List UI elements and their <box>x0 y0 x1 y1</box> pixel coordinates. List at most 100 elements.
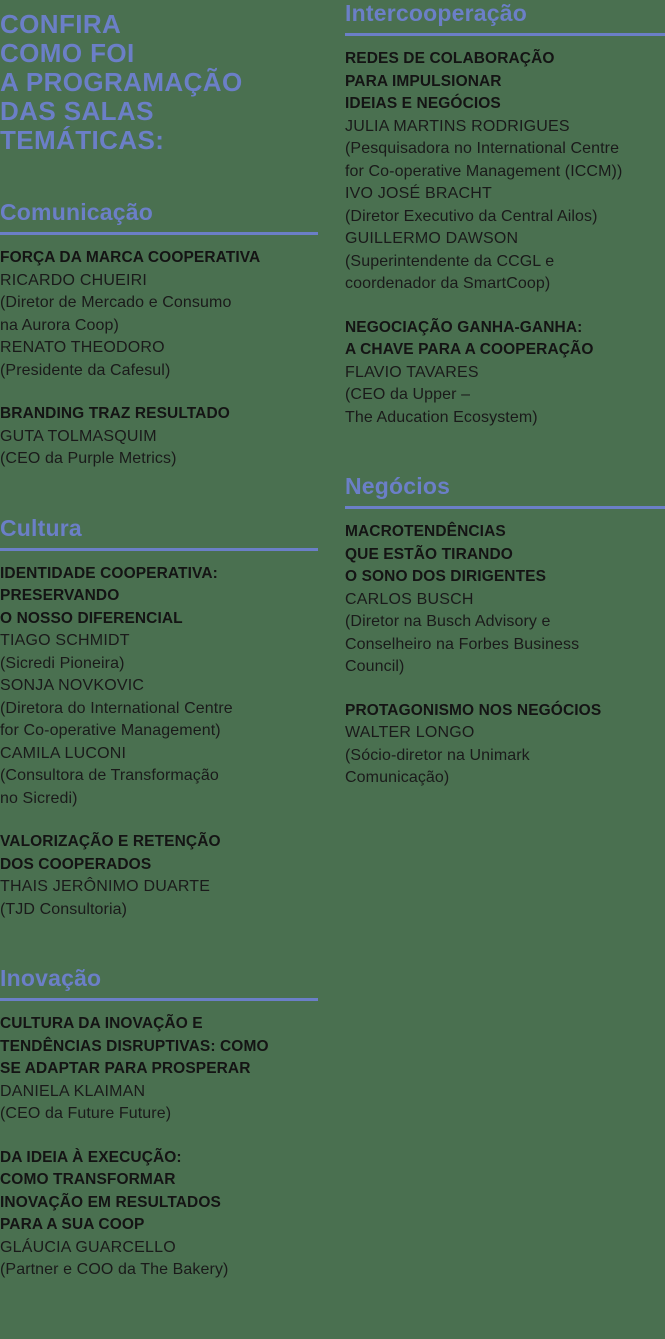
speaker-role-line: (TJD Consultoria) <box>0 900 128 918</box>
speaker-role: (Superintendente da CCGL e coordenador da… <box>345 251 665 296</box>
intro-line: TEMÁTICAS: <box>0 125 165 155</box>
talk-title-line: O SONO DOS DIRIGENTES <box>345 568 547 585</box>
right-column: Intercooperação REDES DE COLABORAÇÃO PARA … <box>345 0 665 790</box>
speaker: CARLOS BUSCH (Diretor na Busch Advisory e… <box>345 589 665 679</box>
speaker: GUILLERMO DAWSON (Superintendente da CCGL… <box>345 228 665 296</box>
section: Intercooperação REDES DE COLABORAÇÃO PARA … <box>345 0 665 429</box>
speaker-role: (Diretor na Busch Advisory e Conselheiro … <box>345 611 665 679</box>
talk-title: NEGOCIAÇÃO GANHA-GANHA: A CHAVE PARA A CO… <box>345 317 665 362</box>
speaker-role-line: (CEO da Future Future) <box>0 1105 172 1122</box>
section-title: Intercooperação <box>345 0 527 26</box>
talk-title-line: A CHAVE PARA A COOPERAÇÃO <box>345 341 594 358</box>
speaker-name: RICARDO CHUEIRI <box>0 271 148 289</box>
speaker-role-line: (Diretor na Busch Advisory e <box>345 613 551 630</box>
talk-title-line: DOS COOPERADOS <box>0 855 152 873</box>
talk-title: FORÇA DA MARCA COOPERATIVA <box>0 247 320 270</box>
speaker-role: (CEO da Future Future) <box>0 1103 320 1126</box>
speaker: DANIELA KLAIMAN (CEO da Future Future) <box>0 1081 320 1126</box>
speaker-role: (Diretor Executivo da Central Ailos) <box>345 206 665 229</box>
talk-title-line: CULTURA DA INOVAÇÃO E <box>0 1015 203 1032</box>
talk-title-line: TENDÊNCIAS DISRUPTIVAS: COMO <box>0 1037 269 1055</box>
speaker: RENATO THEODORO (Presidente da Cafesul) <box>0 337 320 382</box>
speaker-role-line: The Aducation Ecosystem) <box>345 408 538 426</box>
speaker-name: DANIELA KLAIMAN <box>0 1082 146 1100</box>
speaker-role-line: Council) <box>345 658 405 675</box>
speaker-name: CARLOS BUSCH <box>345 590 474 608</box>
speaker-role-line: for Co-operative Management (ICCM)) <box>345 162 623 180</box>
section: Cultura IDENTIDADE COOPERATIVA: PRESERVAND… <box>0 515 320 922</box>
talk-title-line: QUE ESTÃO TIRANDO <box>345 545 513 563</box>
speaker-role-line: Comunicação) <box>345 769 450 786</box>
speaker: GLÁUCIA GUARCELLO (Partner e COO da The B… <box>0 1237 320 1282</box>
speaker-role-line: (CEO da Purple Metrics) <box>0 450 177 467</box>
speaker-role-line: no Sicredi) <box>0 789 78 807</box>
speaker-name: WALTER LONGO <box>345 724 475 741</box>
speaker-role-line: for Co-operative Management) <box>0 722 221 739</box>
talk-title-line: DA IDEIA À EXECUÇÃO: <box>0 1148 182 1166</box>
speaker-role-line: (Diretor Executivo da Central Ailos) <box>345 207 598 225</box>
talk-block: FORÇA DA MARCA COOPERATIVA RICARDO CHUEIR… <box>0 247 320 382</box>
speaker-role-line: (Presidente da Cafesul) <box>0 361 171 379</box>
talk-title-line: MACROTENDÊNCIAS <box>345 523 506 540</box>
speaker-name: FLAVIO TAVARES <box>345 363 479 381</box>
talk-title: BRANDING TRAZ RESULTADO <box>0 403 320 426</box>
talk-title-line: REDES DE COLABORAÇÃO <box>345 50 555 67</box>
talk-block: IDENTIDADE COOPERATIVA: PRESERVANDO O NOSS… <box>0 563 320 811</box>
talk-title-line: PROTAGONISMO NOS NEGÓCIOS <box>345 701 602 719</box>
speaker-role: (Consultora de Transformação no Sicredi) <box>0 765 320 810</box>
talk-block: DA IDEIA À EXECUÇÃO: COMO TRANSFORMAR INOV… <box>0 1147 320 1282</box>
talk-title: REDES DE COLABORAÇÃO PARA IMPULSIONAR IDEI… <box>345 48 665 116</box>
talk-title: MACROTENDÊNCIAS QUE ESTÃO TIRANDO O SONO D… <box>345 521 665 589</box>
right-sections: Intercooperação REDES DE COLABORAÇÃO PARA … <box>345 0 665 790</box>
speaker-role: (Pesquisadora no International Centre for… <box>345 138 665 183</box>
talk-title-line: FORÇA DA MARCA COOPERATIVA <box>0 249 261 266</box>
section-divider <box>0 232 318 235</box>
talk-title-line: PARA A SUA COOP <box>0 1216 145 1233</box>
speaker-role: (CEO da Purple Metrics) <box>0 448 320 471</box>
section: Inovação CULTURA DA INOVAÇÃO E TENDÊNCIAS … <box>0 965 320 1282</box>
section-divider <box>0 998 318 1001</box>
section-spacer <box>345 429 665 473</box>
talk-title-line: PRESERVANDO <box>0 587 120 604</box>
speaker-role-line: Conselheiro na Forbes Business <box>345 635 580 653</box>
speaker: THAIS JERÔNIMO DUARTE (TJD Consultoria) <box>0 876 320 921</box>
speaker-role: (CEO da Upper – The Aducation Ecosystem) <box>345 384 665 429</box>
speaker: CAMILA LUCONI (Consultora de Transformaçã… <box>0 743 320 811</box>
talk-title-line: BRANDING TRAZ RESULTADO <box>0 405 230 422</box>
speaker: FLAVIO TAVARES (CEO da Upper – The Aducati… <box>345 362 665 430</box>
talk-block: NEGOCIAÇÃO GANHA-GANHA: A CHAVE PARA A CO… <box>345 317 665 430</box>
section-title: Negócios <box>345 473 451 499</box>
speaker-name: JULIA MARTINS RODRIGUES <box>345 117 570 135</box>
speaker-role: (Partner e COO da The Bakery) <box>0 1259 320 1282</box>
section: Comunicação FORÇA DA MARCA COOPERATIVA RIC… <box>0 199 320 471</box>
talk-title-line: IDENTIDADE COOPERATIVA: <box>0 564 218 582</box>
speaker: RICARDO CHUEIRI (Diretor de Mercado e Con… <box>0 270 320 338</box>
speaker: IVO JOSÉ BRACHT (Diretor Executivo da Cen… <box>345 183 665 228</box>
talk-title: CULTURA DA INOVAÇÃO E TENDÊNCIAS DISRUPTI… <box>0 1013 320 1081</box>
speaker: GUTA TOLMASQUIM (CEO da Purple Metrics) <box>0 426 320 471</box>
section-divider <box>0 547 318 551</box>
speaker-role-line: (Pesquisadora no International Centre <box>345 140 620 157</box>
talk-title-line: NEGOCIAÇÃO GANHA-GANHA: <box>345 318 583 336</box>
speaker: JULIA MARTINS RODRIGUES (Pesquisadora no … <box>345 116 665 184</box>
talk-block: MACROTENDÊNCIAS QUE ESTÃO TIRANDO O SONO D… <box>345 521 665 679</box>
speaker-role: (Sócio-diretor na Unimark Comunicação) <box>345 745 665 790</box>
speaker-role-line: na Aurora Coop) <box>0 316 119 334</box>
section-spacer <box>0 921 320 965</box>
speaker-role-line: (Consultora de Transformação <box>0 767 219 784</box>
speaker-role: (Diretor de Mercado e Consumo na Aurora C… <box>0 292 320 337</box>
section-spacer <box>0 471 320 515</box>
talk-block: BRANDING TRAZ RESULTADO GUTA TOLMASQUIM (C… <box>0 403 320 471</box>
talk-title-line: SE ADAPTAR PARA PROSPERAR <box>0 1060 251 1077</box>
speaker-name: TIAGO SCHMIDT <box>0 632 130 649</box>
section-title: Comunicação <box>0 199 154 225</box>
speaker-role-line: (Diretora do International Centre <box>0 699 233 717</box>
intro-line: DAS SALAS <box>0 96 154 126</box>
left-column: CONFIRA COMO FOI A PROGRAMAÇÃO DAS SALAS TEM… <box>0 0 320 1282</box>
intro-line: A PROGRAMAÇÃO <box>0 67 243 97</box>
left-sections: Comunicação FORÇA DA MARCA COOPERATIVA RIC… <box>0 199 320 1282</box>
speaker-name: GUTA TOLMASQUIM <box>0 427 157 445</box>
speaker: SONJA NOVKOVIC (Diretora do International… <box>0 675 320 743</box>
speaker-role: (TJD Consultoria) <box>0 899 320 922</box>
